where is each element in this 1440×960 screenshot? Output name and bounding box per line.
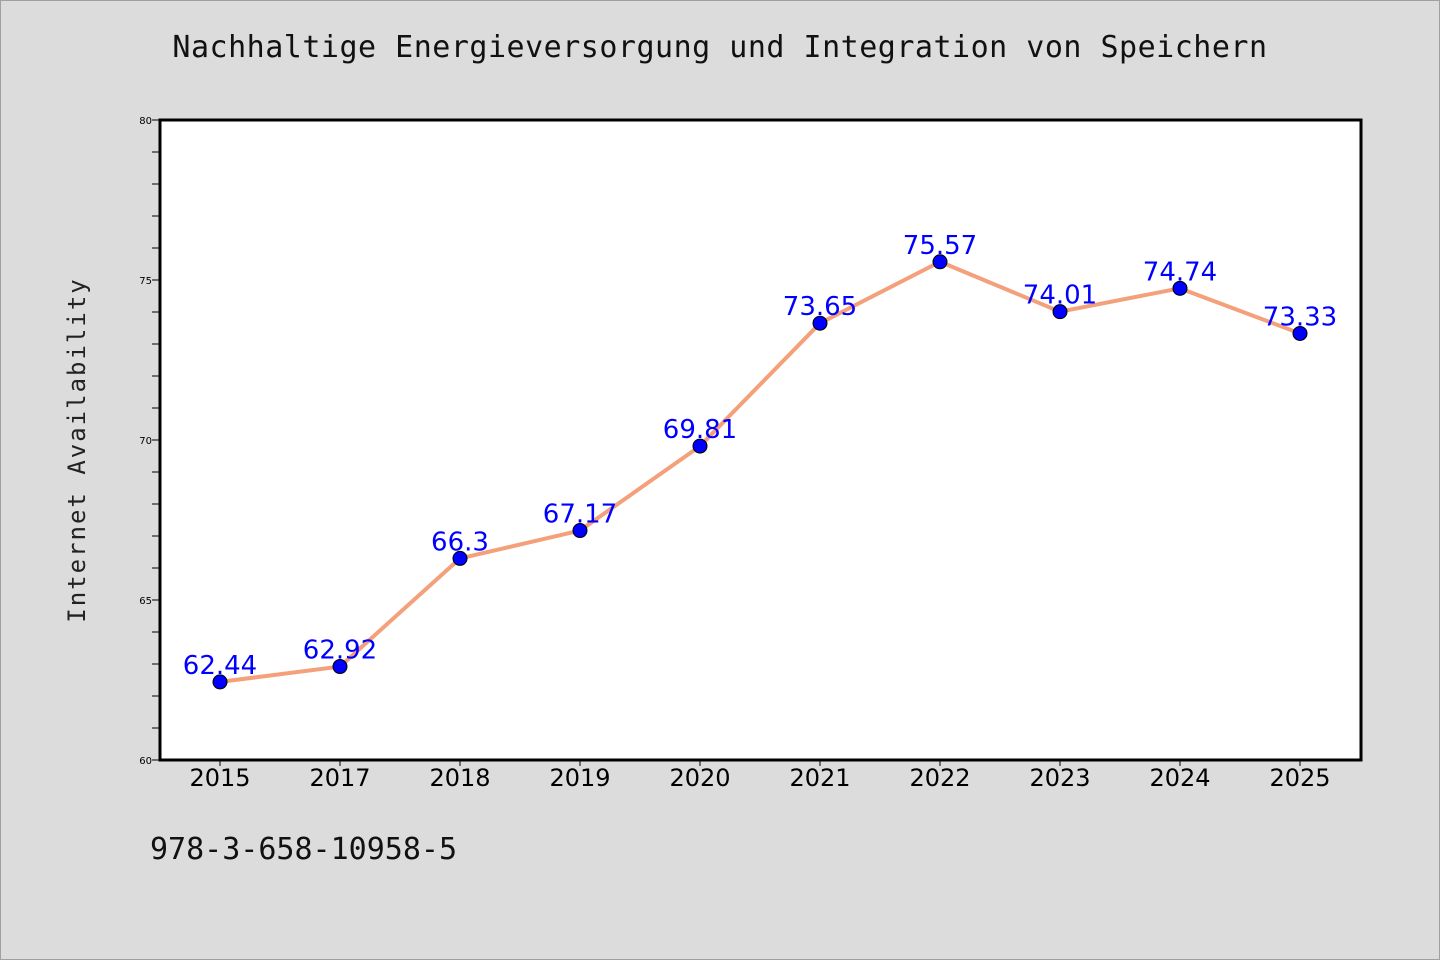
data-label: 75.57	[903, 231, 977, 261]
x-tick-label: 2022	[909, 764, 970, 792]
data-point-marker	[812, 315, 828, 331]
chart-title: Nachhaltige Energieversorgung und Integr…	[172, 30, 1268, 65]
data-point-marker	[932, 254, 948, 270]
data-label: 74.74	[1143, 257, 1217, 287]
x-tick-label: 2019	[549, 764, 610, 792]
y-tick-label: 75	[139, 276, 152, 287]
footer-isbn: 978-3-658-10958-5	[150, 832, 458, 867]
x-tick-label: 2018	[429, 764, 490, 792]
data-point-marker	[212, 674, 228, 690]
data-point-marker	[692, 438, 708, 454]
y-axis-label: Internet Availability	[63, 277, 91, 622]
data-point-marker	[332, 659, 348, 675]
x-tick-label: 2020	[669, 764, 730, 792]
series-line	[219, 259, 1301, 684]
data-point-marker	[572, 523, 588, 539]
plot-area	[158, 118, 1363, 762]
data-point-marker	[1052, 304, 1068, 320]
data-point-marker	[1292, 325, 1308, 341]
data-point-marker	[452, 550, 468, 566]
data-label: 66.3	[431, 527, 489, 557]
x-tick-label: 2025	[1269, 764, 1330, 792]
x-tick-label: 2023	[1029, 764, 1090, 792]
x-tick-label: 2017	[309, 764, 370, 792]
data-label: 69.81	[663, 415, 737, 445]
y-tick-label: 60	[139, 756, 152, 767]
data-label: 62.44	[183, 651, 257, 681]
data-label: 73.33	[1263, 302, 1337, 332]
y-tick-label: 80	[139, 116, 152, 127]
data-label: 73.65	[783, 292, 857, 322]
data-label: 67.17	[543, 500, 617, 530]
x-tick-label: 2021	[789, 764, 850, 792]
x-tick-label: 2015	[189, 764, 250, 792]
data-label: 74.01	[1023, 281, 1097, 311]
y-tick-label: 65	[139, 596, 152, 607]
y-tick-label: 70	[139, 436, 152, 447]
data-label: 62.92	[303, 636, 377, 666]
x-tick-label: 2024	[1149, 764, 1210, 792]
data-point-marker	[1172, 280, 1188, 296]
